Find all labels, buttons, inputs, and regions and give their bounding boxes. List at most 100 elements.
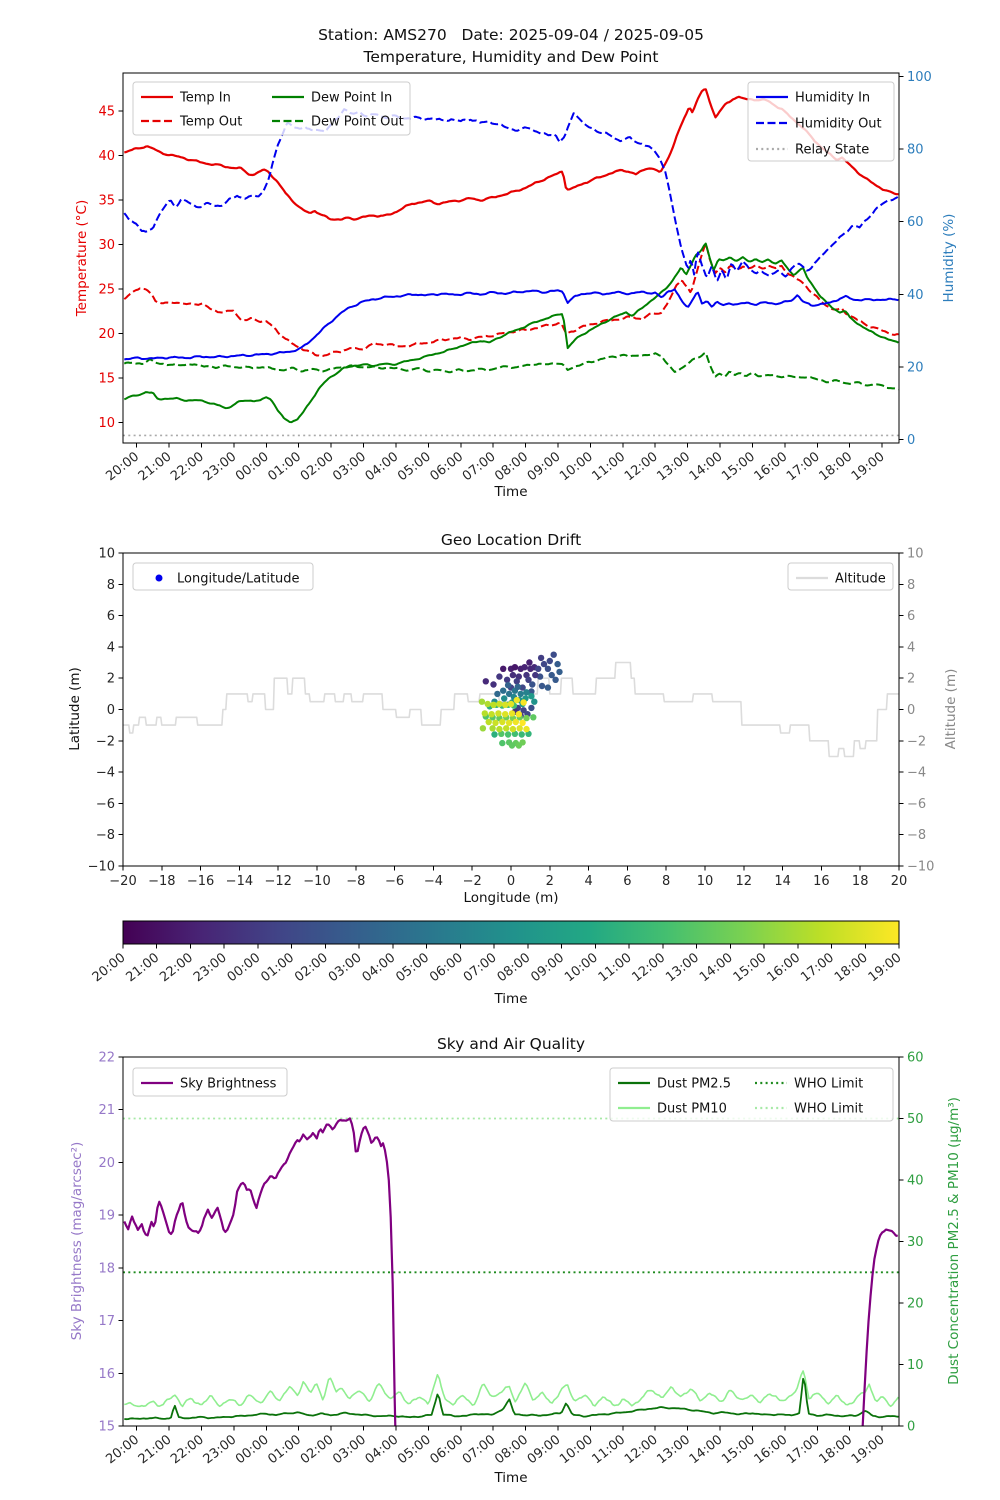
colorbar-tick-label: 18:00	[832, 950, 871, 985]
colorbar-tick-label: 16:00	[764, 950, 803, 985]
scatter-point	[515, 742, 522, 749]
scatter-point	[496, 673, 503, 680]
scatter-point	[535, 665, 542, 672]
colorbar-tick-label: 02:00	[292, 950, 331, 985]
y-tick-label: 0	[907, 433, 915, 448]
legend-label: Dew Point Out	[311, 115, 404, 130]
scatter-point	[520, 707, 527, 714]
colorbar-tick-label: 09:00	[528, 950, 567, 985]
chart1-ylabel-left: Temperature (°C)	[74, 200, 90, 318]
x-tick-label: 16:00	[752, 1432, 791, 1467]
chart3-ylabel-left: Sky Brightness (mag/arcsec²)	[69, 1142, 85, 1341]
scatter-point	[490, 681, 497, 688]
scatter-point	[544, 665, 552, 672]
scatter-point	[489, 725, 496, 732]
x-tick-label: 0	[507, 874, 515, 889]
x-tick-label: 4	[584, 874, 592, 889]
scatter-point	[492, 719, 499, 726]
series-dew_in	[123, 242, 899, 424]
series-dust_pm25	[124, 1377, 899, 1421]
legend-label: Longitude/Latitude	[177, 572, 300, 587]
x-tick-label: 00:00	[233, 449, 272, 484]
colorbar-tick-label: 23:00	[191, 950, 230, 985]
x-tick-label: 15:00	[719, 1432, 758, 1467]
colorbar-tick-label: 05:00	[393, 950, 432, 985]
colorbar-tick-label: 13:00	[663, 950, 702, 985]
y-tick-label: 30	[907, 1235, 924, 1250]
y-tick-label: 0	[907, 703, 915, 718]
x-tick-label: 10:00	[557, 449, 596, 484]
colorbar-tick-label: 01:00	[258, 950, 297, 985]
y-tick-label: 60	[907, 215, 924, 230]
y-tick-label: 18	[98, 1261, 115, 1276]
x-tick-label: 23:00	[201, 449, 240, 484]
scatter-point	[503, 725, 510, 732]
colorbar-tick-label: 20:00	[90, 950, 129, 985]
x-tick-label: −18	[148, 874, 175, 889]
x-tick-label: 04:00	[363, 449, 402, 484]
axes-frame	[122, 72, 900, 444]
x-tick-label: 21:00	[136, 1432, 175, 1467]
scatter-point	[548, 671, 555, 679]
y-tick-label: 10	[98, 416, 115, 431]
x-tick-label: 02:00	[298, 449, 337, 484]
x-tick-label: 06:00	[427, 1432, 466, 1467]
x-tick-label: 20:00	[103, 449, 142, 484]
x-tick-label: −20	[109, 874, 136, 889]
chart1-ylabel-right: Humidity (%)	[941, 214, 957, 303]
x-tick-label: 01:00	[265, 1432, 304, 1467]
scatter-point	[479, 725, 487, 732]
scatter-point	[518, 731, 525, 738]
y-tick-label: 22	[98, 1051, 115, 1066]
y-tick-label: 8	[907, 578, 915, 593]
scatter-point	[540, 660, 548, 668]
y-tick-label: 16	[98, 1367, 115, 1382]
legend-box	[787, 562, 894, 591]
x-tick-label: −16	[187, 874, 214, 889]
scatter-point	[490, 701, 497, 708]
scatter-point	[500, 687, 507, 694]
colorbar-tick-label: 00:00	[225, 950, 264, 985]
colorbar-gradient	[122, 920, 900, 945]
series-dew_out	[123, 351, 899, 391]
x-tick-label: −10	[303, 874, 330, 889]
legend-label: Relay State	[795, 143, 869, 158]
x-tick-label: 12	[736, 874, 753, 889]
colorbar-tick-label: 03:00	[326, 950, 365, 985]
colorbar-tick-label: 14:00	[697, 950, 736, 985]
legend-label: Sky Brightness	[180, 1077, 277, 1092]
y-tick-label: 8	[107, 578, 115, 593]
scatter-point	[505, 719, 513, 726]
scatter-point	[525, 676, 532, 683]
scatter-point	[515, 711, 522, 718]
scatter-point	[502, 701, 509, 708]
x-tick-label: 17:00	[784, 1432, 823, 1467]
scatter-point	[509, 725, 517, 733]
legend-label: Humidity Out	[795, 117, 882, 132]
scatter-point	[526, 659, 533, 666]
x-tick-label: 8	[662, 874, 670, 889]
x-tick-label: −6	[385, 874, 404, 889]
x-tick-label: 23:00	[201, 1432, 240, 1467]
y-tick-label: 30	[98, 238, 115, 253]
scatter-point	[523, 725, 530, 733]
legend-label: Humidity In	[795, 91, 870, 106]
scatter-point	[500, 665, 507, 672]
x-tick-label: 18	[852, 874, 869, 889]
y-tick-label: 2	[907, 672, 915, 687]
y-tick-label: −8	[96, 828, 115, 843]
x-tick-label: 19:00	[849, 1432, 888, 1467]
scatter-point	[509, 671, 517, 679]
colorbar-tick-label: 19:00	[866, 950, 905, 985]
legend-label: Dust PM2.5	[657, 1077, 731, 1092]
scatter-point	[504, 682, 512, 689]
colorbar-tick-label: 11:00	[596, 950, 635, 985]
scatter-point	[552, 676, 559, 683]
y-tick-label: 6	[907, 609, 915, 624]
chart3-title: Sky and Air Quality	[437, 1035, 585, 1053]
x-tick-label: 04:00	[363, 1432, 402, 1467]
x-tick-label: 05:00	[395, 449, 434, 484]
scatter-point	[528, 704, 535, 712]
